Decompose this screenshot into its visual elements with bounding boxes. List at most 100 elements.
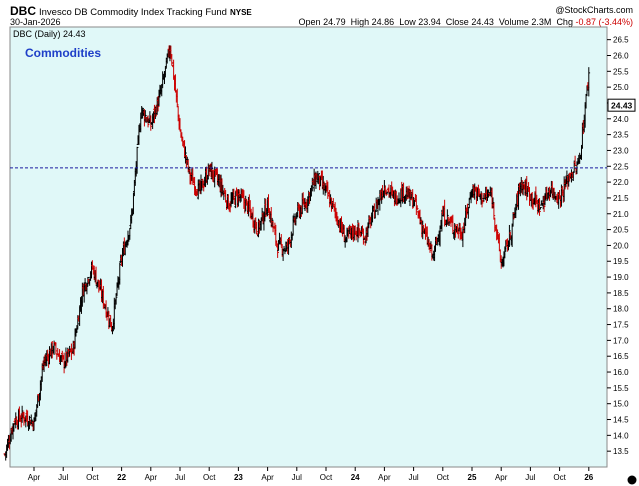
chart-ticker: DBC Invesco DB Commodity Index Tracking F… [10,4,252,18]
ohlc-bar [428,242,432,253]
y-tick-label: 22.5 [613,162,629,171]
ohlc-bar [282,245,286,251]
y-tick-label: 25.0 [613,83,629,92]
ohlc-bar [480,192,484,208]
x-tick-label: 23 [234,473,243,482]
ohlc-bar [54,342,58,355]
price-tag-box [607,98,636,112]
y-tick-label: 23.5 [613,131,629,140]
ohlc-bar [292,213,296,223]
x-tick-label: Oct [86,473,99,482]
ohlc-bar [538,198,541,216]
ohlc-bar [565,170,569,184]
ohlc-bar [540,200,543,206]
y-tick-label: 18.5 [613,289,629,298]
ohlc-bar [573,155,577,167]
ohlc-bar [202,180,206,192]
y-tick-label: 26.0 [613,51,629,60]
y-tick-label: 17.5 [613,321,629,330]
x-axis: Apr Jul Oct 22 Apr Jul Oct 23 Apr Jul Oct 24 Apr Jul O… [28,467,594,482]
chg-value: -0.87 (-3.44%) [575,17,633,27]
y-tick-label: 19.5 [613,257,629,266]
volume-value: 2.3M [531,17,552,27]
annotation-label: Commodities [25,46,101,60]
y-tick-label: 24.0 [613,115,629,124]
ohlc-bar [508,224,511,247]
ohlc-bar [149,115,153,131]
ohlc-bar [260,207,264,222]
ohlc-bar [587,67,591,97]
ohlc-bar [175,88,179,108]
ohlc-bar [68,345,71,357]
ohlc-bar [539,206,542,210]
high-label: High [350,17,370,27]
x-tick-label: 25 [468,473,477,482]
ohlc-bar [98,280,101,291]
ohlc-bar [454,224,457,238]
ohlc-bar [446,209,449,225]
exchange-label: NYSE [229,8,252,17]
ohlc-bar [405,186,409,200]
y-tick-label: 20.0 [613,241,629,250]
ohlc-bar [446,216,450,226]
x-tick-label: Jul [525,473,535,482]
x-tick-label: Apr [261,473,274,482]
ohlc-bar [492,202,496,220]
ticker-symbol: DBC [10,4,36,18]
ohlc-bar [146,115,150,128]
ohlc-bar [86,276,90,287]
ohlc-bar [279,234,283,247]
ohlc-bar [221,184,225,195]
ohlc-bar [491,197,495,209]
chg-label: Chg [556,17,573,27]
ohlc-bar [224,190,227,203]
ohlc-bar [141,107,144,119]
ohlc-bar [255,221,258,235]
low-label: Low [399,17,416,27]
y-tick-label: 14.0 [613,431,629,440]
y-tick-label: 23.0 [613,146,629,155]
x-tick-label: 22 [117,473,126,482]
ohlc-bar [451,214,455,235]
y-tick-label: 17.0 [613,336,629,345]
ohlc-bar [144,110,147,123]
last-price-tag: 24.43 [607,98,636,112]
close-value: 24.43 [471,17,494,27]
ohlc-bar [232,188,236,200]
x-tick-label: Jul [175,473,185,482]
ohlc-bar [328,189,331,208]
x-tick-label: Oct [437,473,450,482]
ohlc-bar [362,228,365,245]
ohlc-bar [85,282,89,295]
ohlc-bar [385,191,389,194]
y-tick-label: 21.5 [613,194,629,203]
price-tag-value: 24.43 [611,101,633,111]
ohlc-bar [317,173,320,185]
price-bars [3,45,591,461]
ohlc-bar [28,415,31,430]
y-tick-label: 26.5 [613,36,629,45]
y-tick-label: 20.5 [613,226,629,235]
y-tick-label: 15.0 [613,400,629,409]
ohlc-bar [156,96,160,112]
y-tick-label: 15.5 [613,384,629,393]
ohlc-bar [496,229,499,240]
x-tick-label: Oct [320,473,333,482]
ohlc-bar [118,262,122,285]
x-tick-label: Jul [292,473,302,482]
y-tick-label: 16.0 [613,368,629,377]
copyright-label: @StockCharts.com [555,5,633,15]
x-tick-label: Apr [145,473,158,482]
high-value: 24.86 [371,17,395,27]
ohlc-bar [415,205,419,210]
x-tick-label: Apr [28,473,41,482]
y-tick-label: 14.5 [613,416,629,425]
x-tick-label: 26 [584,473,593,482]
legend: DBC (Daily) 24.43 [13,29,86,39]
low-value: 23.94 [418,17,441,27]
x-tick-label: Jul [58,473,68,482]
y-tick-label: 16.5 [613,352,629,361]
ohlc-bar [457,227,460,239]
fund-name: Invesco DB Commodity Index Tracking Fund [39,7,227,18]
